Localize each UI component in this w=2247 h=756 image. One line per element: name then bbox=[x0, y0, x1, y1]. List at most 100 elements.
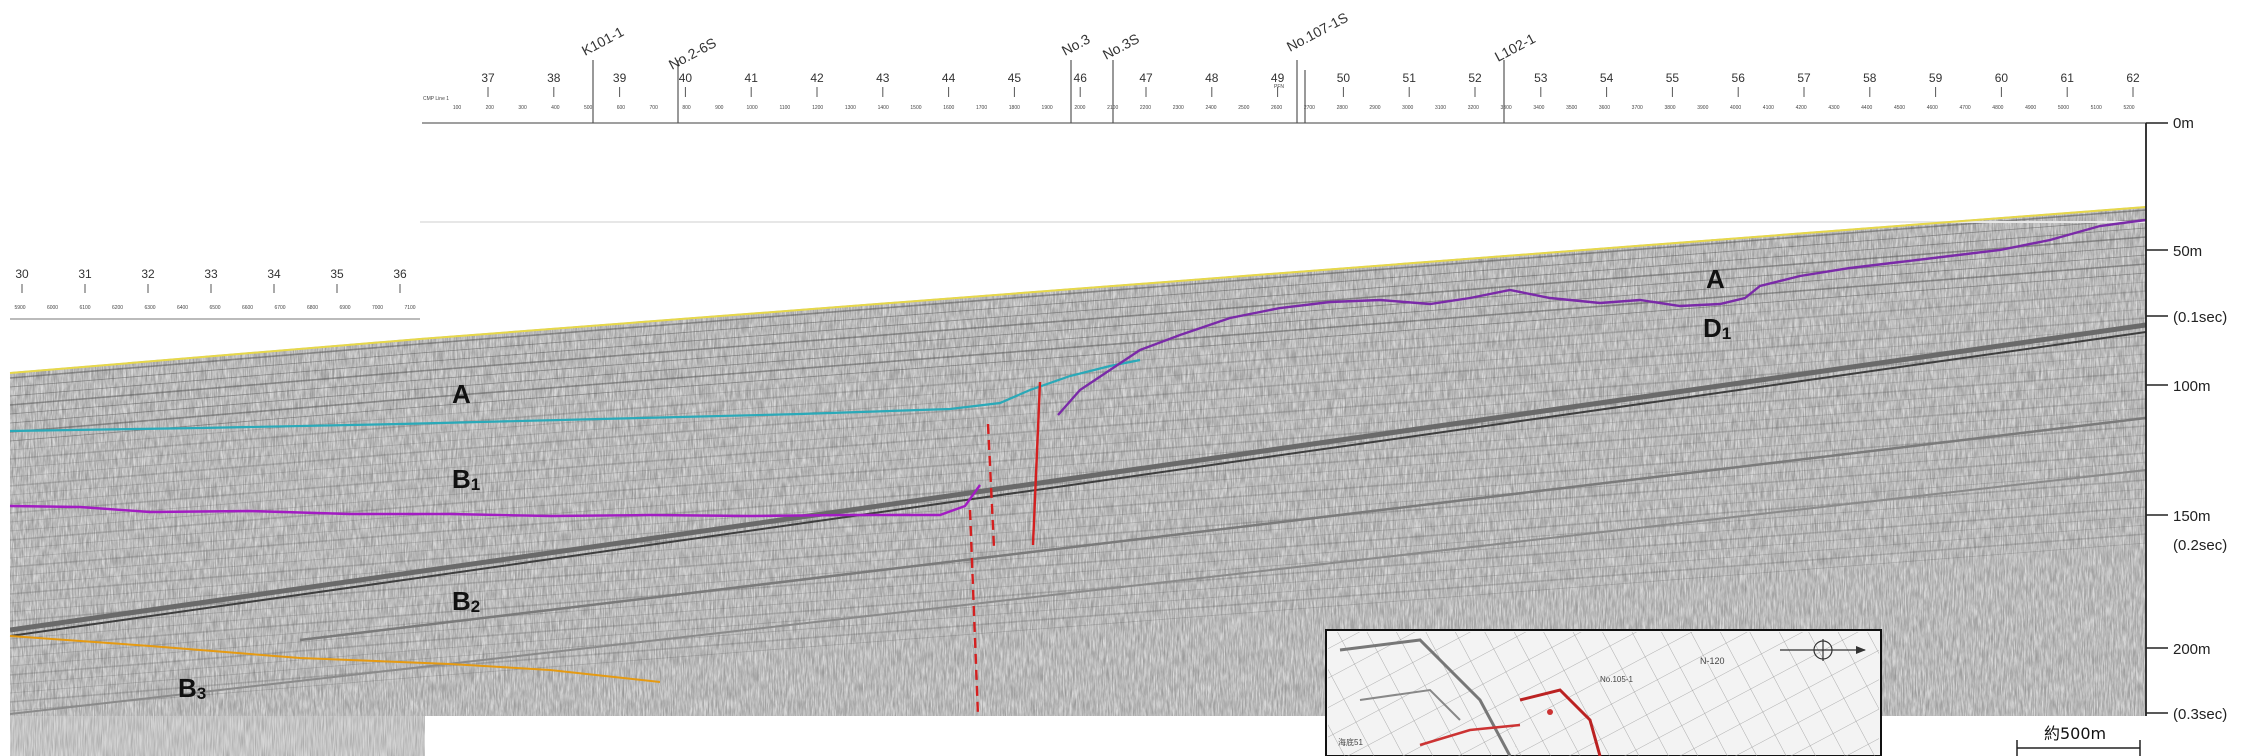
top-cmp-label: 1900 bbox=[1042, 105, 1053, 111]
top-cmp-label: 200 bbox=[486, 105, 495, 111]
top-cmp-label: 3900 bbox=[1697, 105, 1708, 111]
top-station-label: 53 bbox=[1534, 71, 1548, 85]
depth-label: (0.2sec) bbox=[2173, 537, 2227, 554]
top-cmp-label: 4100 bbox=[1763, 105, 1774, 111]
top-cmp-label: 2600 bbox=[1271, 105, 1282, 111]
layer-label-B1: B1 bbox=[452, 464, 480, 494]
top-cmp-label: 1300 bbox=[845, 105, 856, 111]
scale-bar-label: 約500m bbox=[2044, 724, 2106, 743]
top-cmp-label: 1500 bbox=[910, 105, 921, 111]
top-cmp-label: 1000 bbox=[746, 105, 757, 111]
left-cmp-label: 6000 bbox=[47, 305, 58, 311]
top-axis-line-label: CMP Line 1 bbox=[423, 96, 449, 102]
top-cmp-label: 3800 bbox=[1664, 105, 1675, 111]
depth-label: 100m bbox=[2173, 378, 2211, 395]
inset-label-n120: N-120 bbox=[1700, 656, 1725, 666]
depth-scale: 0m 50m (0.1sec) 100m 150m (0.2sec) 200m (0.3sec… bbox=[2145, 115, 2227, 723]
top-station-label: 60 bbox=[1995, 71, 2009, 85]
pfn-label: PFN bbox=[1274, 84, 1284, 90]
left-station-label: 34 bbox=[267, 267, 281, 281]
left-station-label: 33 bbox=[204, 267, 218, 281]
left-cmp-label: 6700 bbox=[274, 305, 285, 311]
horizon-B1-base bbox=[9, 484, 981, 518]
top-station-label: 59 bbox=[1929, 71, 1943, 85]
depth-label: 50m bbox=[2173, 243, 2202, 260]
left-station-label: 35 bbox=[330, 267, 344, 281]
top-cmp-label: 800 bbox=[682, 105, 691, 111]
top-cmp-label: 1100 bbox=[779, 105, 790, 111]
top-cmp-label: 3400 bbox=[1533, 105, 1544, 111]
top-cmp-label: 4400 bbox=[1861, 105, 1872, 111]
horizon-B3-top bbox=[9, 635, 661, 683]
left-cmp-label: 6900 bbox=[339, 305, 350, 311]
top-cmp-label: 1200 bbox=[812, 105, 823, 111]
top-cmp-label: 3600 bbox=[1599, 105, 1610, 111]
dipping-reflector-3 bbox=[299, 416, 2146, 642]
depth-label: 200m bbox=[2173, 641, 2211, 658]
depth-label: 150m bbox=[2173, 508, 2211, 525]
top-station-label: 51 bbox=[1403, 71, 1417, 85]
top-station-label: 37 bbox=[481, 71, 495, 85]
top-cmp-label: 700 bbox=[650, 105, 659, 111]
fault-solid-1 bbox=[1031, 381, 1042, 546]
top-cmp-label: 3500 bbox=[1566, 105, 1577, 111]
layer-label-B2: B2 bbox=[452, 586, 480, 616]
top-station-label: 58 bbox=[1863, 71, 1877, 85]
left-cmp-label: 6600 bbox=[242, 305, 253, 311]
top-cmp-label: 1600 bbox=[943, 105, 954, 111]
top-station-label: 42 bbox=[810, 71, 824, 85]
inset-map: No.105-1 N-120 海底51 bbox=[1325, 629, 1882, 756]
layer-label-A-right: A bbox=[1706, 264, 1725, 294]
top-cmp-label: 4600 bbox=[1927, 105, 1938, 111]
top-cmp-label: 3200 bbox=[1468, 105, 1479, 111]
top-cmp-label: 1700 bbox=[976, 105, 987, 111]
dipping-reflector-1 bbox=[10, 322, 2146, 633]
top-cmp-label: 2200 bbox=[1140, 105, 1151, 111]
top-cmp-label: 4200 bbox=[1796, 105, 1807, 111]
top-cmp-label: 4800 bbox=[1992, 105, 2003, 111]
top-station-label: 55 bbox=[1666, 71, 1680, 85]
top-cmp-label: 2800 bbox=[1337, 105, 1348, 111]
left-cmp-label: 6300 bbox=[144, 305, 155, 311]
top-station-label: 41 bbox=[745, 71, 759, 85]
left-cmp-label: 6200 bbox=[112, 305, 123, 311]
top-cmp-label: 2500 bbox=[1238, 105, 1249, 111]
top-cmp-label: 4500 bbox=[1894, 105, 1905, 111]
top-cmp-label: 3100 bbox=[1435, 105, 1446, 111]
top-cmp-label: 3700 bbox=[1632, 105, 1643, 111]
top-station-label: 52 bbox=[1468, 71, 1482, 85]
top-cmp-label: 100 bbox=[453, 105, 462, 111]
seafloor-line bbox=[9, 206, 2147, 374]
top-cmp-label: 3300 bbox=[1501, 105, 1512, 111]
water-column bbox=[0, 0, 2146, 372]
layer-label-D1: D1 bbox=[1703, 313, 1731, 343]
left-cmp-label: 5900 bbox=[14, 305, 25, 311]
top-cmp-label: 300 bbox=[518, 105, 527, 111]
north-arrow-icon bbox=[1780, 639, 1866, 661]
left-cmp-label: 6500 bbox=[209, 305, 220, 311]
top-cmp-label: 400 bbox=[551, 105, 560, 111]
top-cmp-label: 5200 bbox=[2123, 105, 2134, 111]
depth-label: (0.3sec) bbox=[2173, 706, 2227, 723]
top-station-label: 48 bbox=[1205, 71, 1219, 85]
left-cmp-label: 6400 bbox=[177, 305, 188, 311]
top-cmp-label: 4900 bbox=[2025, 105, 2036, 111]
top-cmp-label: 2700 bbox=[1304, 105, 1315, 111]
top-station-label: 39 bbox=[613, 71, 627, 85]
top-cmp-label: 2900 bbox=[1369, 105, 1380, 111]
top-cmp-label: 3000 bbox=[1402, 105, 1413, 111]
top-station-label: 47 bbox=[1139, 71, 1153, 85]
top-cmp-label: 1800 bbox=[1009, 105, 1020, 111]
top-cmp-label: 2300 bbox=[1173, 105, 1184, 111]
depth-label: (0.1sec) bbox=[2173, 309, 2227, 326]
left-station-label: 30 bbox=[15, 267, 29, 281]
top-cmp-label: 600 bbox=[617, 105, 626, 111]
left-axis: 30 31 32 33 34 35 36 5900 6000 6100 6200 6300 6400 6… bbox=[10, 267, 420, 320]
depth-label: 0m bbox=[2173, 115, 2194, 132]
dipping-reflector-2 bbox=[10, 331, 2146, 637]
top-cmp-label: 4700 bbox=[1960, 105, 1971, 111]
left-station-label: 32 bbox=[141, 267, 155, 281]
layer-label-B3: B3 bbox=[178, 673, 206, 703]
inset-label-no105: No.105-1 bbox=[1600, 675, 1633, 684]
